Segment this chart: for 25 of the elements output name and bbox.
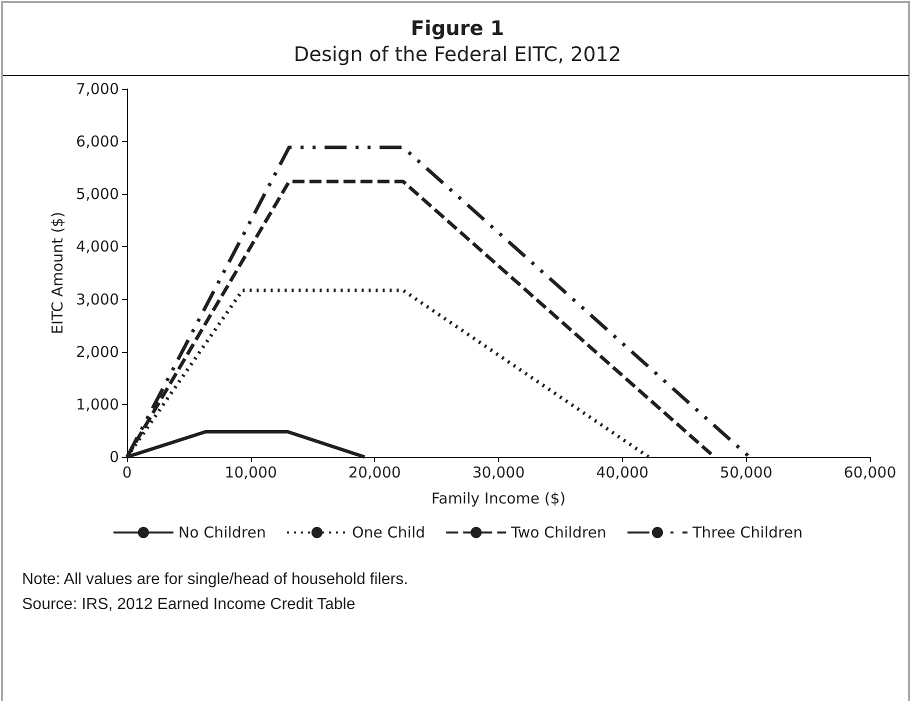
x-tick-label: 10,000: [224, 464, 278, 482]
legend-label: One Child: [352, 524, 426, 542]
legend-label: Two Children: [510, 524, 606, 542]
y-tick-label: 5,000: [76, 185, 119, 204]
legend-label: Three Children: [691, 524, 803, 542]
x-axis-title: Family Income ($): [431, 490, 566, 508]
y-axis-title: EITC Amount ($): [48, 212, 67, 334]
y-tick-label: 0: [109, 448, 119, 466]
x-tick-label: 0: [122, 464, 132, 482]
y-tick-label: 4,000: [76, 238, 119, 256]
legend-label: No Children: [178, 524, 266, 542]
x-tick-label: 40,000: [596, 464, 649, 482]
x-tick-label: 30,000: [472, 464, 525, 482]
y-tick-label: 7,000: [76, 80, 119, 98]
y-tick-label: 2,000: [76, 342, 119, 361]
chart-subtitle: Design of the Federal EITC, 2012: [292, 42, 622, 66]
source-note: Source: IRS, 2012 Earned Income Credit Table: [22, 596, 356, 614]
y-tick-label: 3,000: [76, 290, 119, 308]
chart-title: Figure 1: [410, 16, 506, 40]
y-tick-label: 1,000: [76, 395, 119, 414]
x-tick-label: 50,000: [720, 464, 772, 482]
text: Note: All values are for single/head of household filers.: [22, 571, 408, 589]
y-tick-label: 6,000: [76, 132, 119, 151]
x-tick-label: 20,000: [348, 464, 401, 482]
x-tick-label: 60,000: [844, 464, 896, 482]
